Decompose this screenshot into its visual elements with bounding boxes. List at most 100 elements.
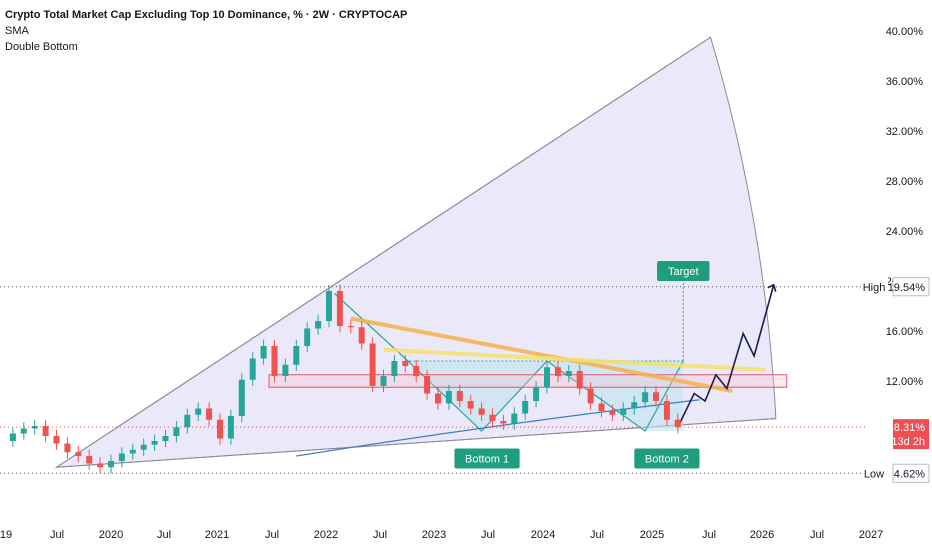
x-tick-label: 2024 xyxy=(531,529,555,541)
candle xyxy=(467,394,474,415)
candle xyxy=(424,369,431,400)
candle-body xyxy=(206,408,213,420)
candle-body xyxy=(467,401,474,409)
x-tick-label: Jul xyxy=(50,529,64,541)
candle-body xyxy=(424,376,431,394)
candle xyxy=(86,449,93,470)
legend-pattern[interactable]: Double Bottom xyxy=(5,41,78,53)
candle xyxy=(663,394,670,426)
candle xyxy=(20,422,27,440)
candle-body xyxy=(478,408,485,415)
candle xyxy=(554,361,561,383)
candle-body xyxy=(642,392,649,403)
y-tick-label: 24.00% xyxy=(886,226,924,238)
candle xyxy=(598,397,605,418)
candle-body xyxy=(238,379,245,416)
x-tick-label: Jul xyxy=(157,529,171,541)
last-price-value: 8.31% xyxy=(894,422,925,434)
candle xyxy=(151,434,158,451)
candle xyxy=(326,284,332,328)
candle xyxy=(64,437,71,459)
candle-body xyxy=(315,321,322,329)
candle-body xyxy=(31,426,38,429)
candle-body xyxy=(620,408,627,415)
candle xyxy=(31,419,38,435)
candle-body xyxy=(358,327,365,344)
pattern-fill xyxy=(405,358,684,431)
candle xyxy=(511,407,518,430)
candle-body xyxy=(413,366,420,376)
candle-body xyxy=(511,413,518,424)
price-axis[interactable]: 40.00%36.00%32.00%28.00%24.00%20.00%16.0… xyxy=(863,0,932,520)
candle xyxy=(129,443,136,460)
candle-body xyxy=(445,391,452,404)
label-layer: Target Bottom 1 Bottom 2 xyxy=(454,261,710,469)
x-tick-label: 2020 xyxy=(99,529,123,541)
candle-body xyxy=(129,449,136,454)
candle xyxy=(336,284,343,333)
candle xyxy=(674,413,681,434)
horizontal-trendline xyxy=(383,347,766,372)
last-price-badge xyxy=(893,419,929,450)
candle-body xyxy=(336,291,343,326)
candle-body xyxy=(544,367,550,388)
candle-body xyxy=(663,401,670,420)
candle xyxy=(271,339,278,383)
x-tick-label: 2027 xyxy=(859,529,883,541)
candle-body xyxy=(369,343,376,386)
candle xyxy=(391,354,398,383)
candle-body xyxy=(9,433,16,441)
candle xyxy=(304,322,311,353)
bottom1-label-bg xyxy=(454,448,520,469)
candle xyxy=(489,408,496,428)
candle-body xyxy=(347,326,354,328)
candle xyxy=(282,358,289,383)
candle xyxy=(293,339,300,371)
candle-body xyxy=(20,428,27,434)
candle xyxy=(445,384,452,410)
candle xyxy=(402,354,409,373)
candle-body xyxy=(140,444,147,450)
fan-upper-edge xyxy=(56,36,711,468)
candle xyxy=(260,339,267,365)
candle xyxy=(565,364,572,383)
candle xyxy=(108,454,114,474)
candle-body xyxy=(304,328,311,346)
candle xyxy=(9,427,16,448)
legend-sma[interactable]: SMA xyxy=(5,25,29,37)
candle xyxy=(249,352,256,386)
legend-title[interactable]: Crypto Total Market Cap Excluding Top 10… xyxy=(5,9,408,21)
candle xyxy=(217,413,223,445)
descending-trendline xyxy=(350,316,733,393)
x-tick-label: 2022 xyxy=(314,529,338,541)
candle-body xyxy=(162,436,169,441)
candle xyxy=(118,447,125,468)
candle-body xyxy=(565,371,572,376)
candle-body xyxy=(64,443,71,453)
high-badge-label-bg xyxy=(864,277,888,296)
y-tick-label: 12.00% xyxy=(886,376,924,388)
y-tick-label: 16.00% xyxy=(886,326,924,338)
candle-body xyxy=(195,408,202,415)
high-badge-value: 19.54% xyxy=(888,282,926,294)
x-tick-label: Jul xyxy=(265,529,279,541)
x-tick-label: Jul xyxy=(702,529,716,541)
candle xyxy=(75,446,82,463)
candle xyxy=(380,369,387,393)
candle xyxy=(435,387,441,410)
candle-body xyxy=(249,358,256,380)
chart-legend: Crypto Total Market Cap Excluding Top 10… xyxy=(5,7,407,55)
x-tick-label: 2026 xyxy=(750,529,774,541)
candle-body xyxy=(598,403,605,411)
target-label-bg xyxy=(657,261,710,281)
candle-body xyxy=(489,414,496,421)
candle xyxy=(620,402,627,421)
candle xyxy=(478,402,485,421)
bottom2-label-text: Bottom 2 xyxy=(645,454,689,466)
candle-body xyxy=(217,419,223,439)
candle-body xyxy=(326,291,332,321)
time-axis[interactable]: 19 Jul 2020 Jul 2021 Jul 2022 Jul 2023 Jul 2024 Jul… xyxy=(0,520,932,550)
time-axis-bg xyxy=(0,520,932,550)
candle xyxy=(533,381,540,408)
